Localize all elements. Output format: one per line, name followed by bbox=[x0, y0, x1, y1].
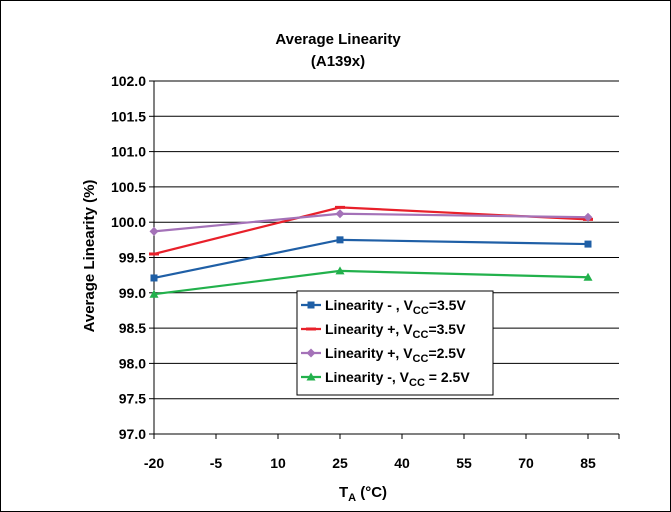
data-point-marker bbox=[583, 212, 593, 222]
y-tick-label: 100.0 bbox=[111, 214, 146, 230]
legend-label: Linearity -, VCC = 2.5V bbox=[325, 369, 470, 389]
chart-title: Average Linearity bbox=[275, 31, 401, 48]
y-tick-label: 99.5 bbox=[119, 250, 146, 266]
data-point-marker bbox=[306, 327, 316, 331]
y-axis-title: Average Linearity (%) bbox=[81, 180, 98, 333]
y-tick-label: 99.0 bbox=[119, 285, 146, 301]
legend-label-post: =3.5V bbox=[428, 321, 466, 337]
legend-item-1: Linearity - , VCC=3.5V bbox=[301, 297, 466, 317]
legend-label-post: = 2.5V bbox=[425, 369, 470, 385]
y-tick-label: 101.0 bbox=[111, 144, 146, 160]
y-tick-label: 97.0 bbox=[119, 426, 146, 442]
data-point-marker bbox=[149, 252, 159, 256]
series-4 bbox=[149, 266, 593, 298]
legend-label-pre: Linearity +, V bbox=[325, 345, 413, 361]
series-1 bbox=[150, 236, 592, 282]
series-lines bbox=[149, 205, 593, 298]
y-tick-label: 102.0 bbox=[111, 73, 146, 89]
data-point-marker bbox=[306, 372, 316, 381]
x-axis: -20 -5 10 25 40 55 70 85 bbox=[144, 433, 620, 471]
x-tick-label: 10 bbox=[270, 455, 286, 471]
y-tick-label: 98.0 bbox=[119, 355, 146, 371]
legend-label-post: =2.5V bbox=[428, 345, 466, 361]
data-point-marker bbox=[335, 205, 345, 209]
x-tick-label: -20 bbox=[144, 455, 164, 471]
x-tick-label: 85 bbox=[580, 455, 596, 471]
data-point-marker bbox=[307, 301, 315, 309]
legend-item-2: Linearity +, VCC=3.5V bbox=[301, 321, 466, 341]
data-point-marker bbox=[150, 274, 158, 282]
legend-label-sub: CC bbox=[413, 305, 429, 317]
data-point-marker bbox=[149, 226, 159, 236]
legend-item-4: Linearity -, VCC = 2.5V bbox=[301, 369, 470, 389]
data-point-marker bbox=[306, 348, 316, 358]
legend-label: Linearity +, VCC=3.5V bbox=[325, 321, 466, 341]
legend-label-sub: CC bbox=[409, 377, 425, 389]
x-tick-label: 70 bbox=[518, 455, 534, 471]
x-tick-label: 40 bbox=[394, 455, 410, 471]
x-axis-title-main: T bbox=[339, 484, 348, 501]
legend-label-sub: CC bbox=[413, 353, 429, 365]
legend-label-pre: Linearity +, V bbox=[325, 321, 413, 337]
legend-label-sub: CC bbox=[413, 329, 429, 341]
legend-item-3: Linearity +, VCC=2.5V bbox=[301, 345, 466, 365]
x-axis-title-rest: (°C) bbox=[356, 484, 387, 501]
y-tick-label: 100.5 bbox=[111, 179, 146, 195]
data-point-marker bbox=[584, 240, 592, 248]
x-tick-label: -5 bbox=[210, 455, 223, 471]
legend-label: Linearity +, VCC=2.5V bbox=[325, 345, 466, 365]
data-point-marker bbox=[336, 236, 344, 244]
legend-label-pre: Linearity -, V bbox=[325, 369, 410, 385]
data-point-marker bbox=[149, 289, 159, 298]
y-tick-label: 101.5 bbox=[111, 108, 146, 124]
y-tick-label: 97.5 bbox=[119, 391, 146, 407]
x-axis-title-sub: A bbox=[348, 492, 356, 504]
x-tick-label: 55 bbox=[456, 455, 472, 471]
data-point-marker bbox=[335, 209, 345, 219]
series-3 bbox=[149, 209, 593, 236]
x-axis-title: TA (°C) bbox=[339, 484, 387, 504]
legend-label-pre: Linearity - , V bbox=[325, 297, 414, 313]
x-tick-label: 25 bbox=[332, 455, 348, 471]
y-tick-label: 98.5 bbox=[119, 320, 146, 336]
data-point-marker bbox=[335, 266, 345, 275]
legend-box bbox=[296, 290, 494, 396]
chart-subtitle: (A139x) bbox=[311, 53, 365, 70]
y-axis: 102.0 101.5 101.0 100.5 100.0 99.5 99.0 98.5 98.… bbox=[111, 73, 155, 442]
legend-label-post: =3.5V bbox=[429, 297, 467, 313]
legend-label: Linearity - , VCC=3.5V bbox=[325, 297, 466, 317]
data-point-marker bbox=[583, 272, 593, 281]
